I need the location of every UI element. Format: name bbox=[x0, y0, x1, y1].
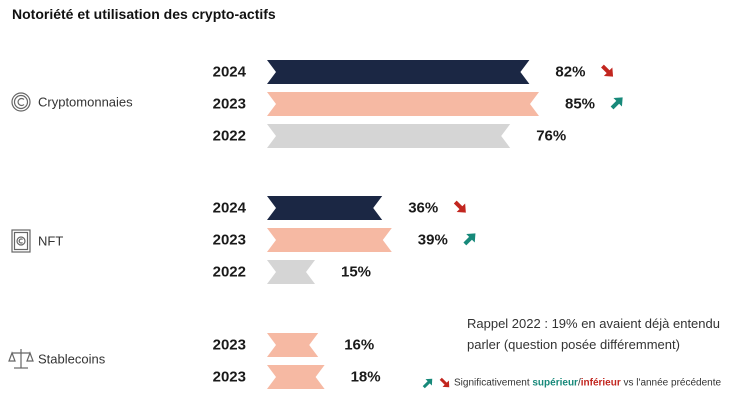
footnote: Rappel 2022 : 19% en avaient déjà entend… bbox=[467, 313, 720, 355]
bar bbox=[267, 92, 539, 116]
value-label: 15% bbox=[341, 264, 371, 281]
bar bbox=[267, 365, 325, 389]
bar bbox=[267, 60, 530, 84]
footnote-line-2: parler (question posée différemment) bbox=[467, 337, 680, 352]
trend-up-arrow-icon bbox=[463, 233, 476, 246]
value-label: 36% bbox=[408, 200, 438, 217]
bar bbox=[267, 196, 383, 220]
legend-inferieur: inférieur bbox=[580, 377, 621, 389]
bar-year-label: 2024 bbox=[213, 64, 247, 81]
bar-year-label: 2023 bbox=[213, 337, 246, 354]
bar-year-label: 2022 bbox=[213, 264, 246, 281]
legend: Significativement supérieur/inférieur vs… bbox=[420, 375, 721, 391]
trend-up-arrow-icon bbox=[610, 97, 623, 110]
copyright-coin-icon bbox=[11, 92, 31, 112]
bar bbox=[267, 260, 315, 284]
value-label: 39% bbox=[418, 232, 448, 249]
group-label: NFT bbox=[38, 234, 63, 249]
bar-year-label: 2023 bbox=[213, 369, 246, 386]
bar bbox=[267, 228, 392, 252]
legend-slash: / bbox=[577, 377, 581, 389]
legend-arrows-icon bbox=[422, 377, 450, 389]
legend-prefix: Significativement bbox=[454, 377, 533, 389]
group-label: Stablecoins bbox=[38, 352, 106, 367]
legend-superieur: supérieur bbox=[532, 377, 578, 389]
bar bbox=[267, 124, 511, 148]
group-label: Cryptomonnaies bbox=[38, 95, 133, 110]
trend-down-arrow-icon bbox=[601, 64, 614, 77]
bar-year-label: 2022 bbox=[213, 128, 246, 145]
bar-year-label: 2024 bbox=[213, 200, 247, 217]
bar-year-label: 2023 bbox=[213, 232, 246, 249]
legend-suffix: vs l'année précédente bbox=[620, 377, 722, 389]
chart-title: Notoriété et utilisation des crypto-acti… bbox=[12, 6, 276, 22]
value-label: 82% bbox=[555, 64, 585, 81]
balance-scale-icon bbox=[8, 349, 34, 369]
bar bbox=[267, 333, 319, 357]
value-label: 76% bbox=[536, 128, 566, 145]
value-label: 85% bbox=[565, 96, 595, 113]
footnote-line-1: Rappel 2022 : 19% en avaient déjà entend… bbox=[467, 316, 720, 331]
value-label: 16% bbox=[344, 337, 374, 354]
trend-down-arrow-icon bbox=[453, 200, 466, 213]
value-label: 18% bbox=[351, 369, 381, 386]
bar-year-label: 2023 bbox=[213, 96, 246, 113]
framed-coin-icon bbox=[11, 229, 31, 253]
